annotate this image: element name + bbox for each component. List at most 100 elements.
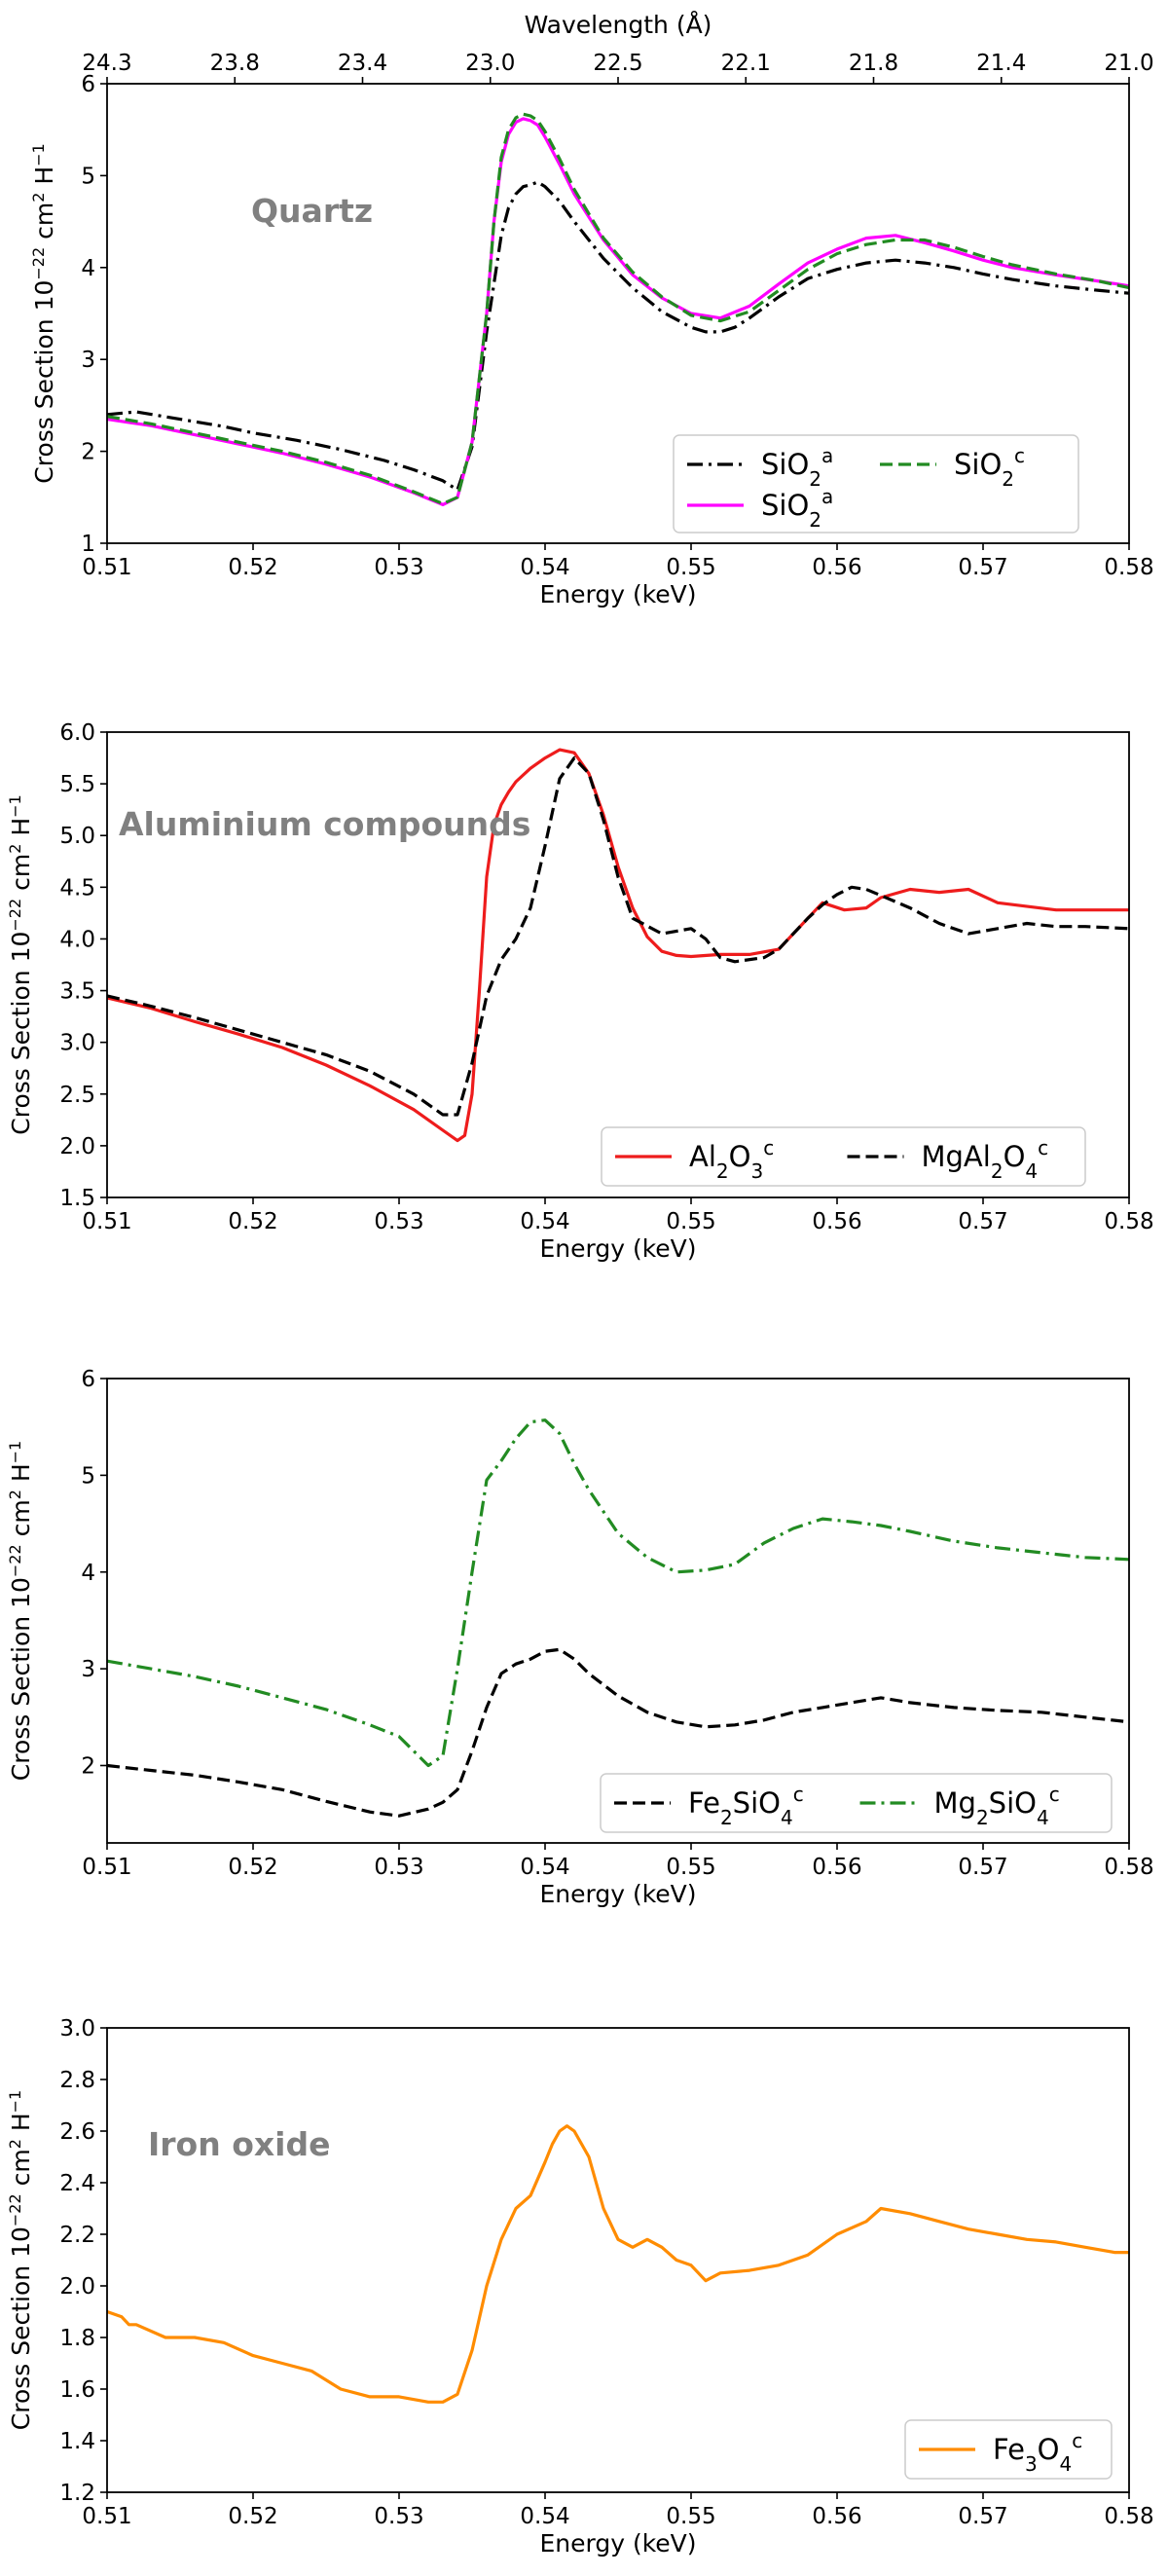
top-tick-label: 21.8	[849, 51, 898, 76]
y-tick-label: 6	[81, 72, 95, 97]
x-tick-label: 0.56	[812, 2504, 861, 2529]
x-tick-label: 0.55	[666, 1855, 715, 1880]
y-tick-label: 5	[81, 164, 95, 189]
x-axis-label: Energy (keV)	[539, 2529, 696, 2558]
panel-title: Aluminium compounds	[119, 805, 530, 843]
top-tick-label: 23.0	[465, 51, 515, 76]
y-tick-label: 1.8	[59, 2326, 95, 2351]
y-tick-label: 2.0	[59, 2274, 95, 2300]
y-tick-label: 4	[81, 1561, 95, 1586]
y-tick-label: 2.4	[59, 2171, 95, 2196]
legend-label: Al2O3c	[689, 1136, 774, 1183]
y-tick-label: 1.5	[59, 1186, 95, 1211]
x-axis-label: Energy (keV)	[539, 580, 696, 608]
y-tick-label: 1.2	[59, 2481, 95, 2506]
plot-frame	[106, 731, 1130, 1198]
x-tick-label: 0.58	[1104, 1855, 1153, 1880]
y-tick-label: 1	[81, 532, 95, 557]
y-tick-label: 6	[81, 1367, 95, 1392]
x-tick-label: 0.56	[812, 1209, 861, 1234]
top-tick-label: 21.4	[976, 51, 1026, 76]
y-tick-label: 3.5	[59, 979, 95, 1005]
top-tick-label: 23.8	[210, 51, 260, 76]
series-line-4-1	[106, 2124, 1129, 2404]
series-line-3-1	[106, 1647, 1130, 1818]
chart-panel-3: 0.51 0.52 0.53 0.54 0.55 0.56 0.57 0.58 2 3 4 5 6 Ene…	[6, 1367, 1154, 1908]
y-tick-label: 5	[81, 1463, 95, 1489]
y-tick-label: 1.6	[59, 2377, 95, 2403]
legend-box	[673, 434, 1079, 534]
x-tick-label: 0.57	[958, 1855, 1007, 1880]
y-tick-label: 3	[81, 348, 95, 373]
y-tick-label: 2.6	[59, 2119, 95, 2145]
x-tick-label: 0.56	[812, 555, 861, 580]
x-tick-label: 0.53	[374, 2504, 423, 2529]
x-tick-label: 0.54	[520, 555, 569, 580]
panel-title: Quartz	[251, 192, 373, 230]
legend-box	[904, 2419, 1113, 2480]
x-tick-label: 0.53	[374, 1855, 423, 1880]
legend-box	[601, 1126, 1086, 1187]
x-tick-label: 0.51	[82, 1209, 131, 1234]
chart-panel-1: 0.51 0.52 0.53 0.54 0.55 0.56 0.57 0.58 1 2 3 4 5 624…	[29, 11, 1154, 608]
plot-frame	[106, 2027, 1130, 2493]
legend-label: Mg2SiO4c	[934, 1783, 1060, 1829]
x-tick-label: 0.52	[228, 2504, 277, 2529]
x-axis-label: Energy (keV)	[539, 1880, 696, 1908]
y-axis-label: Cross Section 10−22 cm2 H−1	[6, 2090, 36, 2430]
top-tick-label: 22.5	[593, 51, 642, 76]
x-tick-label: 0.58	[1104, 2504, 1153, 2529]
x-tick-label: 0.51	[82, 555, 131, 580]
legend-label: SiO2a	[761, 485, 833, 532]
legend-label: Fe3O4c	[993, 2429, 1082, 2476]
top-axis-label: Wavelength (Å)	[525, 11, 712, 39]
top-tick-label: 22.1	[721, 51, 771, 76]
x-tick-label: 0.57	[958, 2504, 1007, 2529]
x-axis-label: Energy (keV)	[539, 1234, 696, 1263]
legend-label: SiO2c	[954, 444, 1025, 491]
y-tick-label: 3.0	[59, 1031, 95, 1056]
y-tick-label: 5.0	[59, 824, 95, 849]
x-tick-label: 0.54	[520, 1209, 569, 1234]
y-tick-label: 4.5	[59, 875, 95, 901]
x-tick-label: 0.52	[228, 555, 277, 580]
y-axis-label: Cross Section 10−22 cm2 H−1	[29, 143, 59, 483]
x-tick-label: 0.54	[520, 1855, 569, 1880]
legend-label: Fe2SiO4c	[688, 1783, 804, 1829]
x-tick-label: 0.55	[666, 2504, 715, 2529]
panel-title: Iron oxide	[148, 2125, 330, 2163]
x-tick-label: 0.52	[228, 1209, 277, 1234]
legend-box	[600, 1773, 1113, 1833]
x-tick-label: 0.53	[374, 555, 423, 580]
chart-panel-2: 0.51 0.52 0.53 0.54 0.55 0.56 0.57 0.58 1.5 2.0 2.…	[6, 720, 1154, 1263]
x-tick-label: 0.53	[374, 1209, 423, 1234]
x-tick-label: 0.57	[958, 555, 1007, 580]
y-tick-label: 2	[81, 440, 95, 465]
y-axis-label: Cross Section 10−22 cm2 H−1	[6, 794, 36, 1134]
y-tick-label: 4.0	[59, 927, 95, 952]
legend-label: SiO2a	[761, 444, 833, 491]
y-tick-label: 3	[81, 1657, 95, 1682]
y-tick-label: 1.4	[59, 2429, 95, 2454]
x-tick-label: 0.58	[1104, 555, 1153, 580]
x-tick-label: 0.58	[1104, 1209, 1153, 1234]
y-tick-label: 2.2	[59, 2223, 95, 2248]
x-tick-label: 0.51	[82, 1855, 131, 1880]
plot-frame	[106, 1378, 1130, 1844]
series-line-1-3	[106, 112, 1130, 506]
y-tick-label: 4	[81, 256, 95, 281]
y-tick-label: 3.0	[59, 2016, 95, 2042]
x-tick-label: 0.55	[666, 1209, 715, 1234]
y-tick-label: 2.8	[59, 2068, 95, 2093]
series-line-3-2	[106, 1418, 1130, 1768]
chart-panel-4: 0.51 0.52 0.53 0.54 0.55 0.56 0.57 0.58 1.2 1.4 1.…	[6, 2016, 1154, 2558]
top-tick-label: 24.3	[82, 51, 131, 76]
x-tick-label: 0.54	[520, 2504, 569, 2529]
x-tick-label: 0.55	[666, 555, 715, 580]
top-tick-label: 23.4	[338, 51, 387, 76]
top-tick-label: 21.0	[1104, 51, 1153, 76]
series-line-2-2	[106, 755, 1130, 1117]
y-tick-label: 5.5	[59, 772, 95, 797]
x-tick-label: 0.56	[812, 1855, 861, 1880]
